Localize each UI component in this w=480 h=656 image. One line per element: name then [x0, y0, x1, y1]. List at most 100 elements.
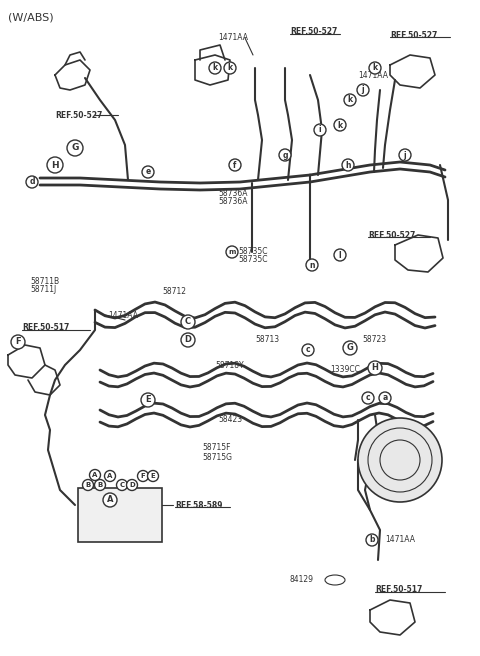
Text: m: m [228, 249, 236, 255]
Text: c: c [366, 394, 370, 403]
Circle shape [209, 62, 221, 74]
Circle shape [368, 361, 382, 375]
Circle shape [117, 480, 128, 491]
Circle shape [142, 166, 154, 178]
Text: 58736A: 58736A [218, 197, 248, 207]
Text: C: C [120, 482, 125, 488]
Text: REF.50-527: REF.50-527 [290, 28, 337, 37]
Text: G: G [347, 344, 353, 352]
Text: (W/ABS): (W/ABS) [8, 13, 54, 23]
Circle shape [181, 315, 195, 329]
Circle shape [26, 176, 38, 188]
Circle shape [105, 470, 116, 482]
Circle shape [137, 470, 148, 482]
Text: 1471AA: 1471AA [108, 310, 138, 319]
Text: j: j [404, 150, 406, 159]
Text: d: d [29, 178, 35, 186]
Circle shape [399, 149, 411, 161]
Text: REF.50-517: REF.50-517 [375, 586, 422, 594]
Circle shape [47, 157, 63, 173]
Circle shape [224, 62, 236, 74]
Text: 58723: 58723 [362, 335, 386, 344]
Text: c: c [306, 346, 310, 354]
Circle shape [181, 333, 195, 347]
Text: C: C [185, 318, 191, 327]
Circle shape [67, 140, 83, 156]
Text: REF.58-589: REF.58-589 [175, 501, 223, 510]
Circle shape [379, 392, 391, 404]
Circle shape [343, 341, 357, 355]
Text: REF.50-527: REF.50-527 [55, 110, 102, 119]
Circle shape [147, 470, 158, 482]
Circle shape [362, 392, 374, 404]
Text: E: E [145, 396, 151, 405]
Text: REF.50-527: REF.50-527 [368, 230, 415, 239]
Circle shape [334, 119, 346, 131]
Text: 58712: 58712 [162, 287, 186, 297]
Circle shape [279, 149, 291, 161]
Text: f: f [233, 161, 237, 169]
Text: D: D [184, 335, 192, 344]
Circle shape [141, 393, 155, 407]
Text: k: k [348, 96, 353, 104]
Text: e: e [145, 167, 151, 176]
Circle shape [127, 480, 137, 491]
Text: 58735C: 58735C [238, 247, 267, 256]
Circle shape [226, 246, 238, 258]
Circle shape [103, 493, 117, 507]
Text: REF.50-517: REF.50-517 [22, 323, 70, 333]
Text: G: G [72, 144, 79, 152]
Text: A: A [108, 473, 113, 479]
Circle shape [306, 259, 318, 271]
Text: D: D [129, 482, 135, 488]
Circle shape [344, 94, 356, 106]
Text: F: F [15, 337, 21, 346]
Text: d: d [28, 178, 34, 186]
Text: H: H [51, 161, 59, 169]
Text: 58711B: 58711B [30, 277, 59, 287]
Text: A: A [92, 472, 98, 478]
Circle shape [366, 534, 378, 546]
Circle shape [83, 480, 94, 491]
Text: 58736A: 58736A [218, 188, 248, 197]
Text: k: k [337, 121, 343, 129]
Text: F: F [141, 473, 145, 479]
Text: b: b [369, 535, 375, 544]
Circle shape [358, 418, 442, 502]
Text: 84129: 84129 [290, 575, 314, 584]
Text: 58718Y: 58718Y [215, 361, 244, 369]
Text: B: B [97, 482, 103, 488]
Text: 58711J: 58711J [30, 285, 56, 295]
Text: REF.50-527: REF.50-527 [390, 30, 437, 39]
Circle shape [369, 62, 381, 74]
Text: 58713: 58713 [255, 335, 279, 344]
Text: j: j [362, 85, 364, 94]
Text: A: A [107, 495, 113, 504]
Text: 58423: 58423 [218, 415, 242, 424]
Circle shape [11, 335, 25, 349]
Circle shape [334, 249, 346, 261]
Text: i: i [319, 125, 321, 134]
Text: 1471AA: 1471AA [385, 535, 415, 544]
Text: k: k [228, 64, 233, 73]
Text: n: n [309, 260, 315, 270]
Text: 1339CC: 1339CC [330, 365, 360, 375]
Circle shape [342, 159, 354, 171]
Text: a: a [383, 394, 388, 403]
Circle shape [89, 470, 100, 480]
Circle shape [302, 344, 314, 356]
Circle shape [357, 84, 369, 96]
Text: k: k [372, 64, 378, 73]
Circle shape [95, 480, 106, 491]
Text: k: k [213, 64, 217, 73]
Text: 58735C: 58735C [238, 255, 267, 264]
Text: g: g [282, 150, 288, 159]
Text: 1471AA: 1471AA [218, 33, 248, 43]
Text: 58715F: 58715F [202, 443, 230, 453]
Text: 58715G: 58715G [202, 453, 232, 462]
Text: B: B [85, 482, 91, 488]
FancyBboxPatch shape [78, 488, 162, 542]
Text: H: H [372, 363, 378, 373]
Circle shape [229, 159, 241, 171]
Circle shape [314, 124, 326, 136]
